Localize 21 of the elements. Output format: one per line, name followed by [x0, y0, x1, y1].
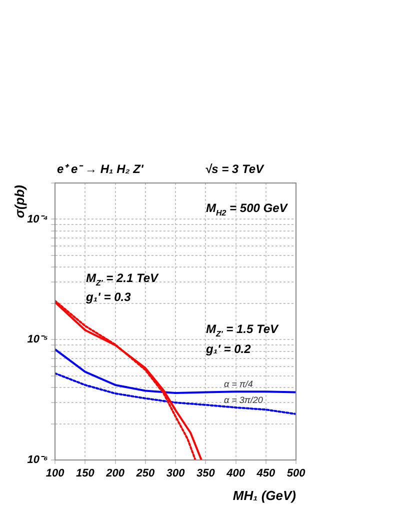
- x-tick-label: 500: [286, 468, 306, 480]
- line-series: [55, 372, 296, 416]
- x-tick-label: 150: [76, 468, 96, 480]
- annotation: g₁' = 0.2: [205, 342, 252, 356]
- y-tick-label: 10⁻⁶: [27, 454, 48, 466]
- annotation: g₁' = 0.3: [85, 290, 132, 304]
- x-tick-label: 350: [196, 468, 216, 480]
- x-tick-label: 300: [166, 468, 186, 480]
- series-label: α = π/4: [224, 379, 253, 389]
- series-label: α = 3π/20: [224, 395, 263, 405]
- y-tick-label: 10⁻⁴: [27, 213, 48, 226]
- x-tick-label: 200: [105, 468, 126, 480]
- chart-title: e⁺ e⁻ → H₁ H₂ Z': [57, 162, 144, 176]
- y-tick-label: 10⁻⁵: [27, 334, 49, 346]
- text: √s = 3 TeV: [205, 162, 264, 176]
- x-tick-label: 250: [135, 468, 156, 480]
- x-axis-title: MH₁ (GeV): [232, 488, 296, 503]
- x-tick-label: 100: [46, 468, 66, 480]
- x-tick-label: 400: [226, 468, 246, 480]
- y-axis-title: σ(pb): [12, 184, 27, 218]
- x-tick-label: 450: [256, 468, 276, 480]
